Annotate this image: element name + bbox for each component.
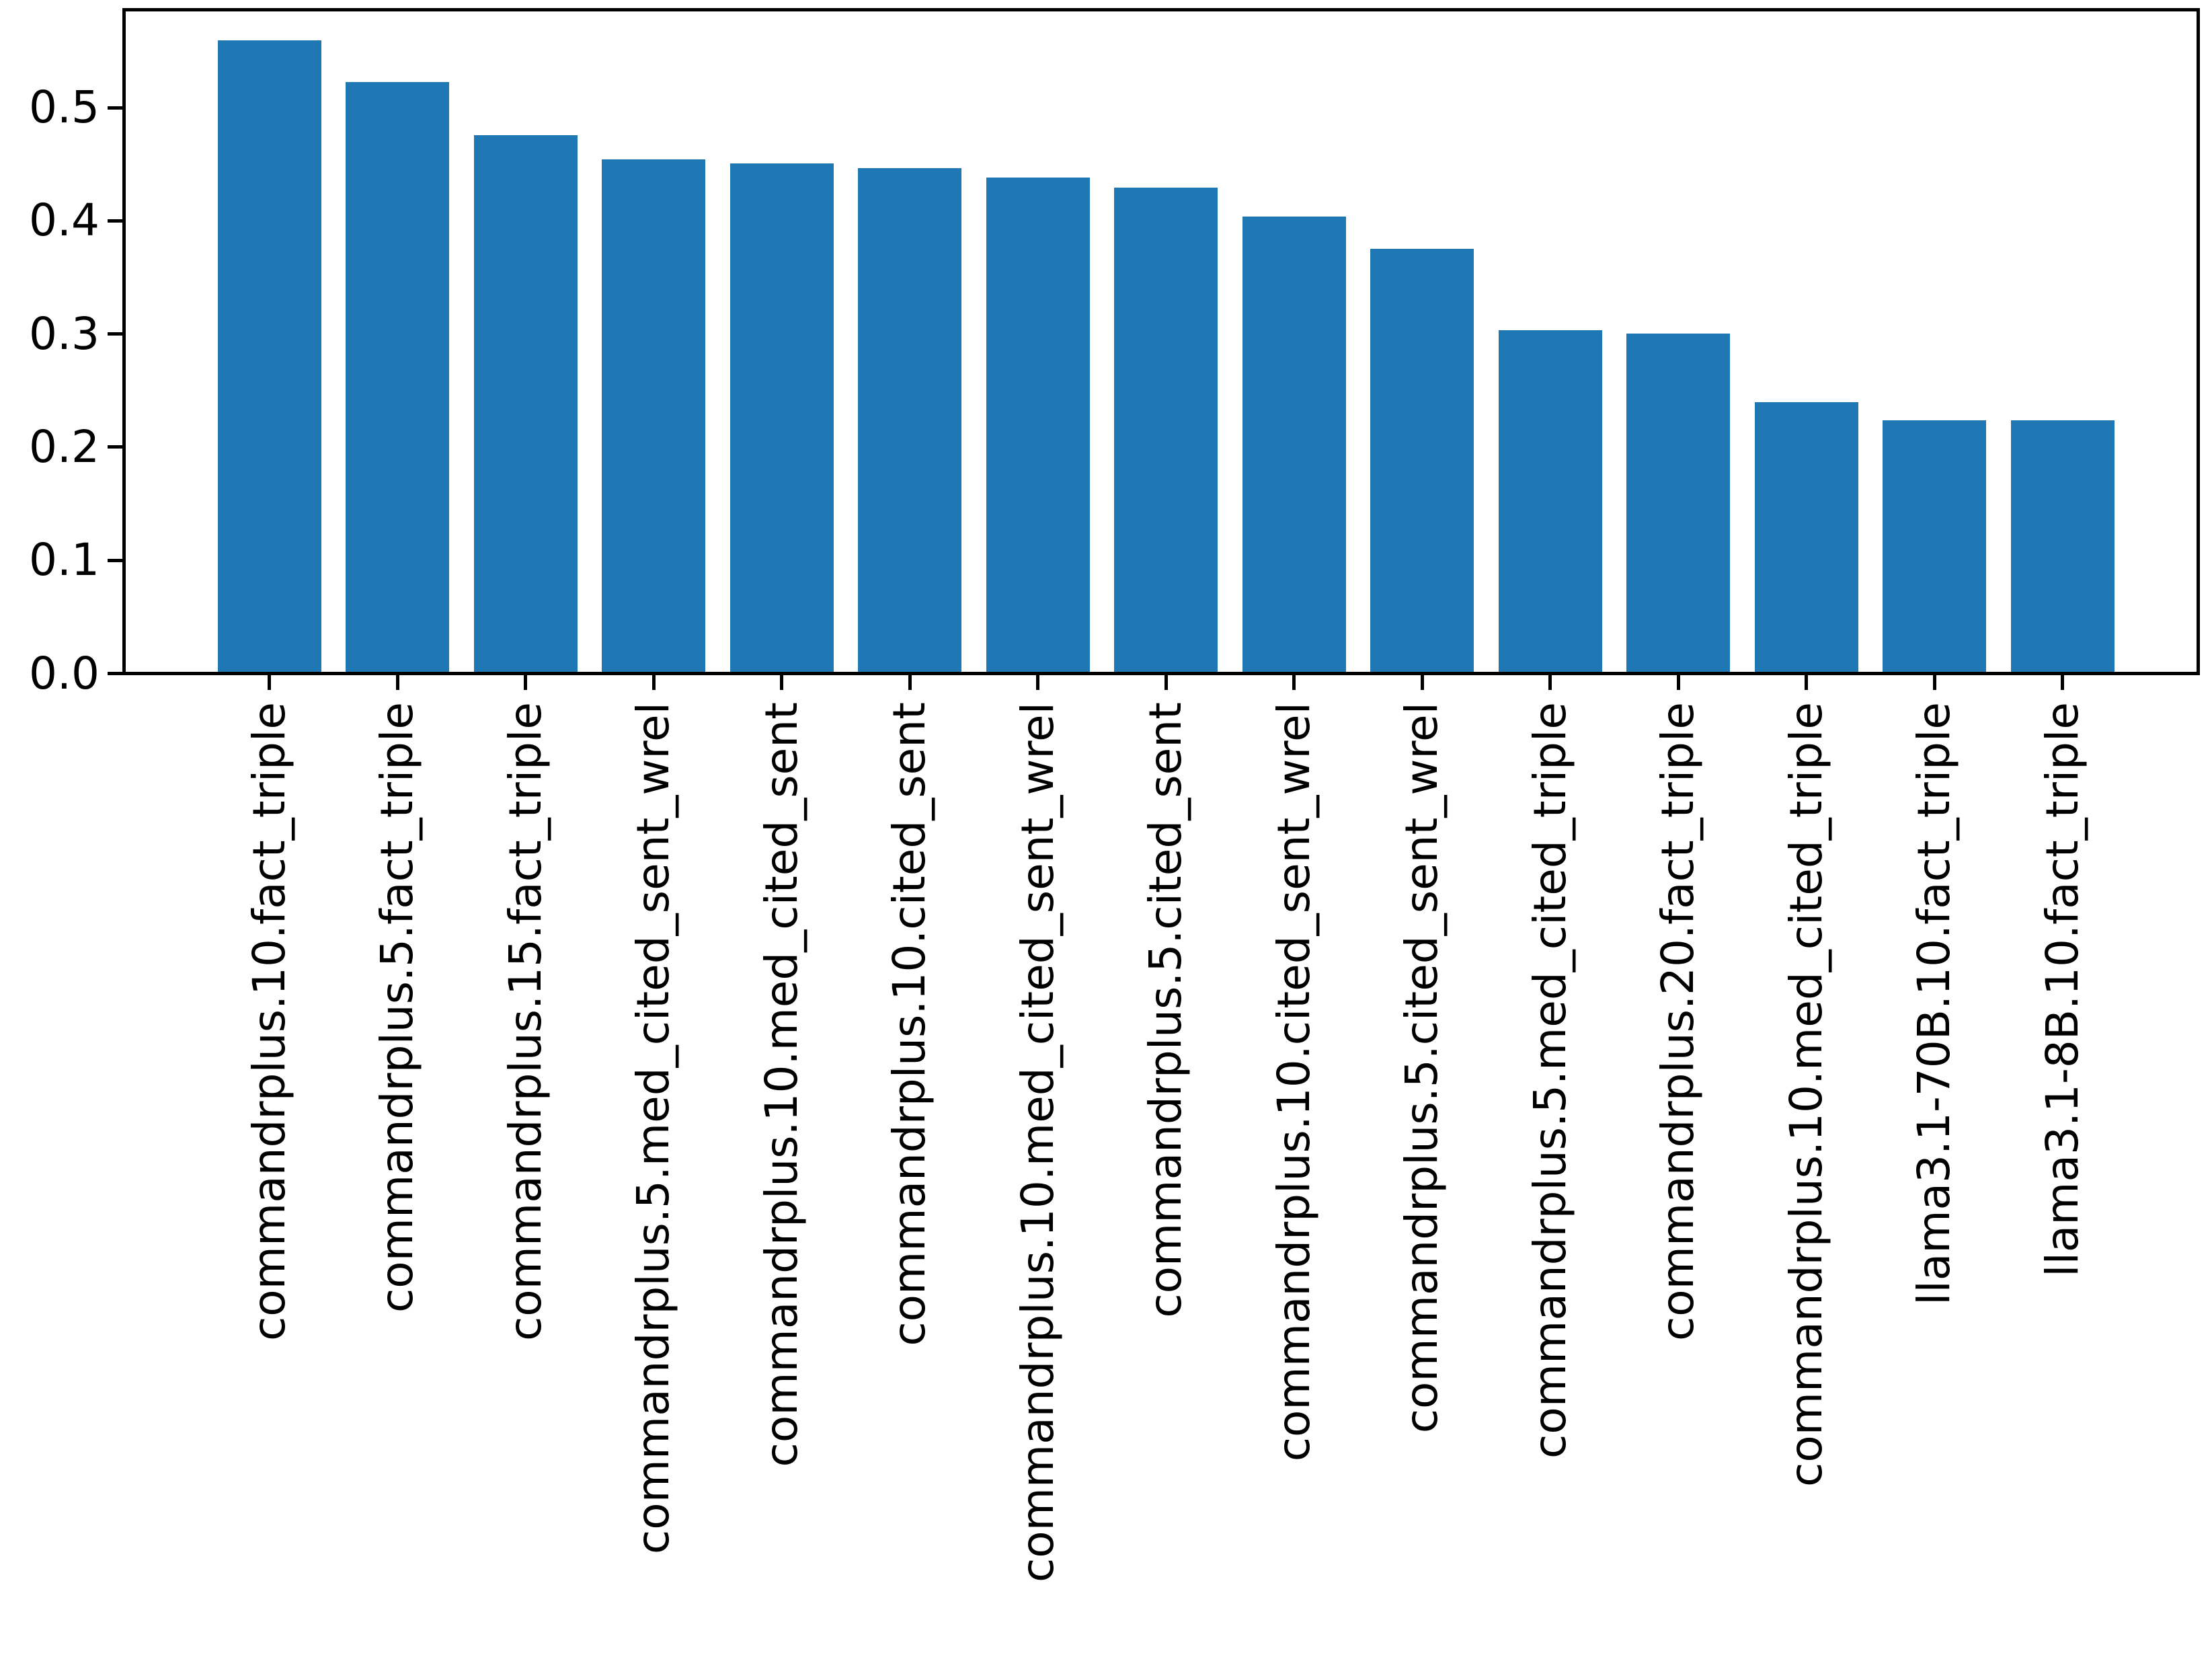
x-tick-label-cell: llama3.1-8B.10.fact_triple [1998, 702, 2127, 1277]
x-tick-label-cell: commandrplus.10.fact_triple [205, 702, 333, 1341]
bar [1883, 420, 1986, 672]
x-tick-label-cell: commandrplus.5.med_cited_sent_wrel [590, 702, 718, 1554]
x-tick-mark [780, 675, 783, 690]
bar [1754, 402, 1858, 672]
x-tick-label: commandrplus.10.med_cited_sent_wrel [1011, 702, 1064, 1583]
x-tick-mark [1676, 675, 1680, 690]
x-tick-mark [524, 675, 527, 690]
y-tick-mark [108, 106, 122, 110]
y-tick-label: 0.4 [29, 194, 100, 247]
y-tick-mark [108, 558, 122, 562]
x-tick-label: llama3.1-8B.10.fact_triple [2036, 702, 2088, 1277]
x-tick-label-cell: commandrplus.10.med_cited_sent_wrel [974, 702, 1102, 1582]
bar [473, 135, 578, 672]
y-tick-mark [108, 445, 122, 449]
x-tick-label: commandrplus.10.med_cited_triple [1780, 702, 1832, 1487]
x-tick-mark [908, 675, 912, 690]
bar [217, 40, 321, 672]
x-tick-label-cell: commandrplus.15.fact_triple [461, 702, 590, 1341]
x-tick-label: commandrplus.10.fact_triple [243, 702, 295, 1341]
x-tick-label-cell: commandrplus.5.cited_sent [1102, 702, 1230, 1318]
y-tick-label: 0.3 [29, 307, 100, 360]
bar [986, 177, 1090, 672]
bar [1370, 248, 1474, 672]
y-tick-mark [108, 672, 122, 675]
x-tick-label: commandrplus.10.cited_sent_wrel [1267, 702, 1320, 1462]
x-tick-label: commandrplus.5.med_cited_triple [1524, 702, 1576, 1459]
x-tick-label: commandrplus.5.cited_sent [1140, 702, 1192, 1318]
bar [1242, 217, 1346, 672]
x-tick-label: commandrplus.5.med_cited_sent_wrel [627, 702, 680, 1555]
x-tick-label: commandrplus.20.fact_triple [1652, 702, 1704, 1341]
bar [1114, 187, 1218, 672]
x-tick-mark [1548, 675, 1552, 690]
bar [346, 82, 449, 672]
x-tick-label: commandrplus.10.cited_sent [883, 702, 936, 1346]
x-tick-mark [2061, 675, 2064, 690]
x-tick-mark [1292, 675, 1296, 690]
y-tick-mark [108, 219, 122, 223]
x-tick-label-cell: commandrplus.10.cited_sent_wrel [1230, 702, 1358, 1461]
x-tick-label: llama3.1-70B.10.fact_triple [1908, 702, 1961, 1305]
x-tick-label-cell: commandrplus.5.fact_triple [333, 702, 462, 1313]
x-tick-mark [651, 675, 656, 690]
x-tick-mark [395, 675, 399, 690]
x-tick-label-cell: commandrplus.10.med_cited_sent [717, 702, 846, 1467]
x-tick-label-cell: commandrplus.5.med_cited_triple [1486, 702, 1614, 1459]
bar [602, 159, 705, 672]
x-tick-label-cell: commandrplus.5.cited_sent_wrel [1358, 702, 1487, 1433]
x-tick-label: commandrplus.15.fact_triple [499, 702, 551, 1341]
y-tick-label: 0.1 [29, 534, 100, 586]
x-tick-label-cell: llama3.1-70B.10.fact_triple [1870, 702, 1999, 1305]
x-tick-label: commandrplus.5.fact_triple [371, 702, 424, 1313]
x-tick-label-cell: commandrplus.10.cited_sent [846, 702, 974, 1346]
x-tick-mark [1805, 675, 1808, 690]
x-tick-label-cell: commandrplus.20.fact_triple [1614, 702, 1743, 1341]
bar [2010, 420, 2115, 672]
y-tick-mark [108, 332, 122, 336]
x-tick-mark [1036, 675, 1039, 690]
bar [729, 163, 834, 672]
bar [1626, 333, 1730, 672]
x-tick-mark [1932, 675, 1936, 690]
x-tick-mark [1420, 675, 1424, 690]
x-tick-label: commandrplus.10.med_cited_sent [755, 702, 807, 1467]
y-tick-label: 0.5 [29, 81, 100, 133]
x-tick-label: commandrplus.5.cited_sent_wrel [1396, 702, 1448, 1434]
y-tick-label: 0.0 [29, 647, 100, 699]
x-tick-label-cell: commandrplus.10.med_cited_triple [1742, 702, 1870, 1487]
x-tick-mark [268, 675, 271, 690]
y-tick-label: 0.2 [29, 420, 100, 473]
bar [1498, 330, 1602, 672]
bar [858, 168, 961, 672]
x-tick-mark [1164, 675, 1168, 690]
